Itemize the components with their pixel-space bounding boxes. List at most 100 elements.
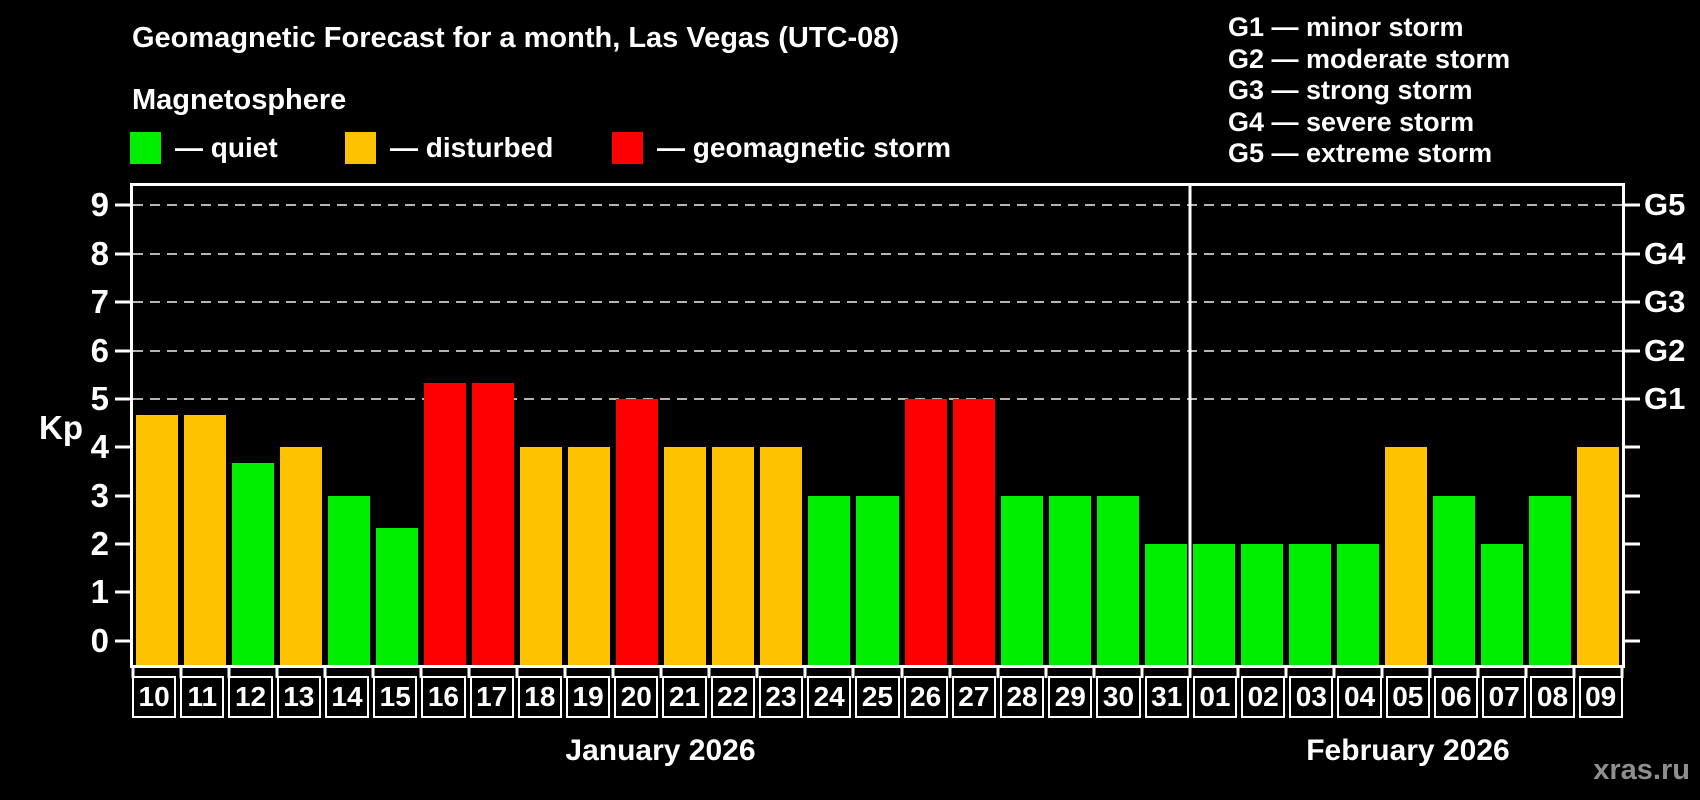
bar-slot xyxy=(757,186,805,665)
kp-bar-07 xyxy=(1480,544,1523,665)
g-axis-label-g3: G3 xyxy=(1644,284,1686,320)
bar-slot xyxy=(181,186,229,665)
date-label-18: 18 xyxy=(517,676,562,718)
bar-slot xyxy=(229,186,277,665)
y-axis-tick-left-6 xyxy=(115,349,130,352)
bar-slot xyxy=(133,186,181,665)
g-axis-label-g4: G4 xyxy=(1644,235,1686,271)
bar-slot xyxy=(325,186,373,665)
y-axis-tick-left-0 xyxy=(115,639,130,643)
bar-slot xyxy=(469,186,517,665)
date-label-03: 03 xyxy=(1289,676,1334,718)
kp-bar-11 xyxy=(184,414,227,665)
x-axis-tick-10 xyxy=(611,668,615,678)
legend-item-quiet: — quiet xyxy=(130,132,278,164)
bar-slot xyxy=(1430,186,1478,665)
x-axis-tick-7 xyxy=(467,668,471,678)
x-axis-tick-5 xyxy=(371,668,375,678)
bar-slot xyxy=(661,186,709,665)
x-axis-tick-16 xyxy=(900,668,904,678)
bar-slot xyxy=(1142,186,1190,665)
date-label-25: 25 xyxy=(855,676,900,718)
kp-bar-29 xyxy=(1048,495,1091,665)
kp-bar-23 xyxy=(760,447,803,665)
y-axis-tick-right-2 xyxy=(1625,542,1640,546)
y-axis-tick-right-7 xyxy=(1625,300,1640,304)
date-label-29: 29 xyxy=(1048,676,1093,718)
watermark: xras.ru xyxy=(1593,754,1690,786)
page-title: Geomagnetic Forecast for a month, Las Ve… xyxy=(132,22,900,54)
kp-bar-30 xyxy=(1096,495,1139,665)
y-axis-tick-right-6 xyxy=(1625,349,1640,352)
x-axis-tick-30 xyxy=(1572,668,1576,678)
x-axis-tick-19 xyxy=(1044,668,1048,678)
date-label-19: 19 xyxy=(565,676,611,718)
bar-slot xyxy=(1526,186,1574,665)
date-label-17: 17 xyxy=(469,676,514,718)
chart-subtitle: Magnetosphere xyxy=(132,84,347,116)
date-label-21: 21 xyxy=(662,676,707,718)
y-axis-tick-right-1 xyxy=(1625,590,1640,594)
g-scale-line-g4: G4 — severe storm xyxy=(1228,106,1475,137)
date-label-27: 27 xyxy=(951,676,996,718)
kp-bar-09 xyxy=(1576,447,1619,665)
x-axis-tick-23 xyxy=(1236,668,1240,678)
legend-label-disturbed: — disturbed xyxy=(390,132,554,163)
kp-bar-01 xyxy=(1192,544,1235,665)
kp-bar-16 xyxy=(424,382,467,665)
bar-slot xyxy=(853,186,901,665)
bar-slot xyxy=(1190,186,1238,665)
date-label-13: 13 xyxy=(276,676,321,718)
kp-legend: — quiet — disturbed — geomagnetic storm xyxy=(130,132,1080,166)
legend-item-storm: — geomagnetic storm xyxy=(612,132,951,164)
date-label-11: 11 xyxy=(180,676,225,718)
kp-bar-17 xyxy=(472,382,515,665)
kp-bar-10 xyxy=(136,414,179,665)
kp-bar-08 xyxy=(1528,495,1571,665)
y-axis-tick-left-8 xyxy=(115,252,130,256)
x-axis-tick-29 xyxy=(1524,668,1528,678)
gridline-kp8 xyxy=(133,252,1622,255)
date-axis: 10 11 12 13 14 15 16 17 18 19 20 21 22 23 24 25 26 27 28 29… xyxy=(130,676,1625,718)
kp-bar-20 xyxy=(616,398,659,665)
x-axis-tick-4 xyxy=(323,668,327,678)
y-axis-label-2: 2 xyxy=(90,525,109,563)
month-separator-line xyxy=(1188,186,1192,665)
kp-bar-21 xyxy=(664,447,707,665)
y-axis-tick-left-5 xyxy=(115,397,130,401)
date-label-24: 24 xyxy=(807,676,852,718)
y-axis-label-4: 4 xyxy=(90,428,109,466)
y-axis-label-1: 1 xyxy=(90,573,109,611)
kp-bar-31 xyxy=(1144,544,1187,665)
date-label-28: 28 xyxy=(999,676,1045,718)
bar-slot xyxy=(613,186,661,665)
kp-bar-19 xyxy=(568,447,611,665)
disturbed-swatch-icon xyxy=(345,132,376,164)
month-label-february: February 2026 xyxy=(1306,734,1510,767)
y-axis-tick-left-3 xyxy=(115,494,130,498)
bar-slot xyxy=(565,186,613,665)
bar-slot xyxy=(421,186,469,665)
y-axis-tick-right-3 xyxy=(1625,494,1640,498)
date-label-06: 06 xyxy=(1433,676,1479,718)
gridline-kp9 xyxy=(133,204,1622,207)
quiet-swatch-icon xyxy=(130,132,161,164)
date-label-04: 04 xyxy=(1337,676,1382,718)
x-axis-tick-9 xyxy=(563,668,567,678)
kp-bar-28 xyxy=(1000,495,1043,665)
legend-label-quiet: — quiet xyxy=(175,132,278,163)
x-axis-tick-18 xyxy=(996,668,1000,678)
x-axis-tick-13 xyxy=(755,668,759,678)
storm-swatch-icon xyxy=(612,132,643,164)
x-axis-tick-20 xyxy=(1092,668,1096,678)
x-axis-tick-27 xyxy=(1428,668,1432,678)
x-axis-tick-2 xyxy=(227,668,231,678)
y-axis-tick-right-8 xyxy=(1625,252,1640,256)
g-axis-label-g2: G2 xyxy=(1644,332,1686,368)
y-axis-label-5: 5 xyxy=(90,379,109,417)
g-scale-line-g3: G3 — strong storm xyxy=(1228,75,1473,105)
bar-slot xyxy=(1286,186,1334,665)
date-label-14: 14 xyxy=(324,676,370,718)
kp-bar-13 xyxy=(280,447,323,665)
x-axis-tick-22 xyxy=(1188,668,1192,678)
